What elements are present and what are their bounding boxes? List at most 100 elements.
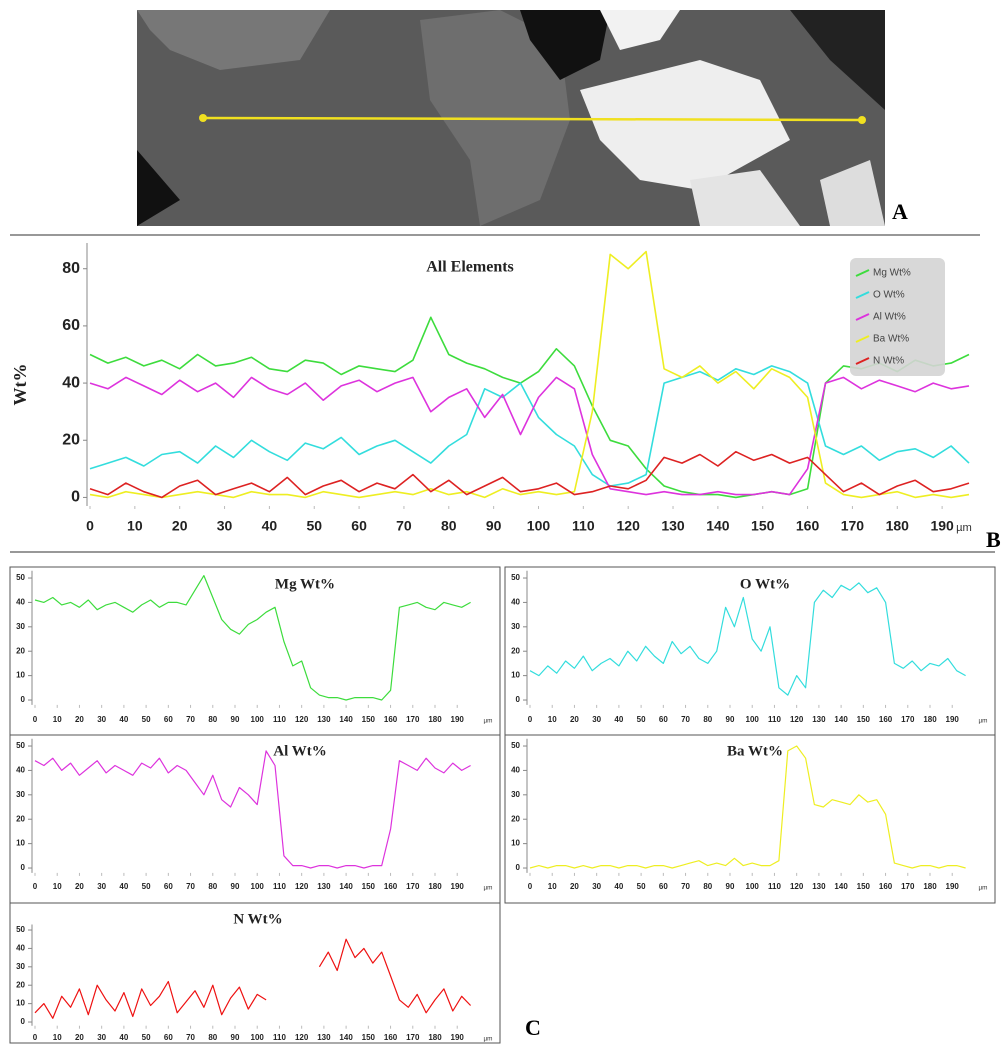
x-tick-label: 190 (451, 1033, 465, 1042)
x-tick-label: 110 (768, 882, 781, 891)
x-tick-label: 190 (946, 882, 960, 891)
x-tick-label: 150 (362, 1033, 376, 1042)
x-tick-label: 50 (142, 1033, 151, 1042)
x-tick-label: 130 (661, 518, 685, 534)
x-tick-label: 100 (527, 518, 551, 534)
x-tick-label: 70 (396, 518, 412, 534)
x-tick-label: 150 (857, 715, 871, 724)
x-tick-label: 190 (451, 715, 465, 724)
x-tick-label: 40 (262, 518, 278, 534)
x-tick-label: 100 (746, 715, 760, 724)
x-tick-label: 90 (726, 715, 735, 724)
x-tick-label: 20 (75, 715, 84, 724)
x-tick-label: 110 (768, 715, 781, 724)
x-tick-label: 150 (362, 715, 376, 724)
y-tick-label: 0 (21, 863, 26, 872)
x-tick-label: 160 (384, 715, 398, 724)
chart-title: O Wt% (740, 576, 790, 592)
x-tick-label: 40 (119, 882, 128, 891)
data-line (34, 750, 471, 869)
chart-title: N Wt% (233, 911, 282, 927)
x-tick-label: 30 (97, 1033, 106, 1042)
x-tick-label: 190 (451, 882, 465, 891)
legend-swatch (855, 357, 870, 365)
x-tick-label: 140 (834, 715, 848, 724)
x-tick-label: 20 (570, 882, 579, 891)
y-tick-label: 40 (16, 598, 25, 607)
x-tick-label: 140 (339, 1033, 353, 1042)
data-line (529, 745, 966, 869)
x-tick-label: 190 (930, 518, 954, 534)
x-tick-label: 140 (339, 882, 353, 891)
y-tick-label: 60 (62, 317, 80, 334)
y-tick-label: 0 (71, 489, 80, 506)
y-tick-label: 10 (511, 839, 520, 848)
y-tick-label: 0 (516, 695, 521, 704)
x-tick-label: 30 (97, 882, 106, 891)
x-tick-label: 170 (841, 518, 865, 534)
x-tick-label: 160 (384, 1033, 398, 1042)
x-axis-label: µm (978, 885, 987, 892)
y-tick-label: 30 (16, 622, 25, 631)
x-tick-label: 170 (901, 715, 915, 724)
y-tick-label: 40 (62, 374, 80, 391)
x-tick-label: 130 (317, 1033, 331, 1042)
x-tick-label: 60 (659, 715, 668, 724)
legend-swatch (855, 269, 870, 277)
x-axis-label: µm (483, 718, 492, 725)
x-tick-label: 0 (86, 518, 94, 534)
y-tick-label: 30 (511, 622, 520, 631)
x-tick-label: 90 (231, 715, 240, 724)
legend-box (850, 258, 945, 376)
y-tick-label: 20 (16, 646, 25, 655)
x-tick-label: 60 (659, 882, 668, 891)
y-tick-label: 20 (16, 814, 25, 823)
x-tick-label: 180 (923, 882, 937, 891)
x-tick-label: 60 (351, 518, 367, 534)
x-tick-label: 0 (33, 882, 38, 891)
x-tick-label: 50 (306, 518, 322, 534)
y-tick-label: 50 (16, 741, 25, 750)
x-axis-label: µm (483, 885, 492, 892)
data-line (89, 250, 970, 499)
x-tick-label: 90 (231, 882, 240, 891)
chart-title: Ba Wt% (727, 743, 783, 759)
legend-swatch (855, 291, 870, 299)
x-tick-label: 30 (217, 518, 233, 534)
x-tick-label: 70 (186, 715, 195, 724)
x-tick-label: 20 (570, 715, 579, 724)
x-tick-label: 10 (548, 715, 557, 724)
y-tick-label: 0 (21, 695, 26, 704)
x-tick-label: 150 (857, 882, 871, 891)
legend-label: Ba Wt% (873, 334, 909, 345)
y-tick-label: 80 (62, 260, 80, 277)
data-line (89, 376, 970, 496)
x-tick-label: 170 (901, 882, 915, 891)
x-tick-label: 130 (317, 882, 331, 891)
x-tick-label: 30 (97, 715, 106, 724)
x-tick-label: 140 (339, 715, 353, 724)
x-tick-label: 90 (486, 518, 502, 534)
x-tick-label: 120 (790, 715, 804, 724)
x-tick-label: 100 (251, 1033, 265, 1042)
x-tick-label: 0 (528, 715, 533, 724)
data-line (34, 938, 472, 1019)
y-tick-label: 20 (16, 980, 25, 989)
x-tick-label: 50 (142, 882, 151, 891)
x-tick-label: 100 (251, 882, 265, 891)
y-tick-label: 40 (16, 944, 25, 953)
x-tick-label: 120 (790, 882, 804, 891)
y-tick-label: 10 (16, 999, 25, 1008)
legend-label: Al Wt% (873, 312, 906, 323)
legend-label: N Wt% (873, 356, 904, 367)
y-tick-label: 10 (16, 671, 25, 680)
y-tick-label: 30 (511, 790, 520, 799)
x-tick-label: 80 (208, 882, 217, 891)
x-tick-label: 80 (703, 715, 712, 724)
x-tick-label: 160 (879, 715, 893, 724)
x-tick-label: 60 (164, 882, 173, 891)
x-tick-label: 0 (528, 882, 533, 891)
x-tick-label: 120 (617, 518, 641, 534)
x-tick-label: 50 (142, 715, 151, 724)
